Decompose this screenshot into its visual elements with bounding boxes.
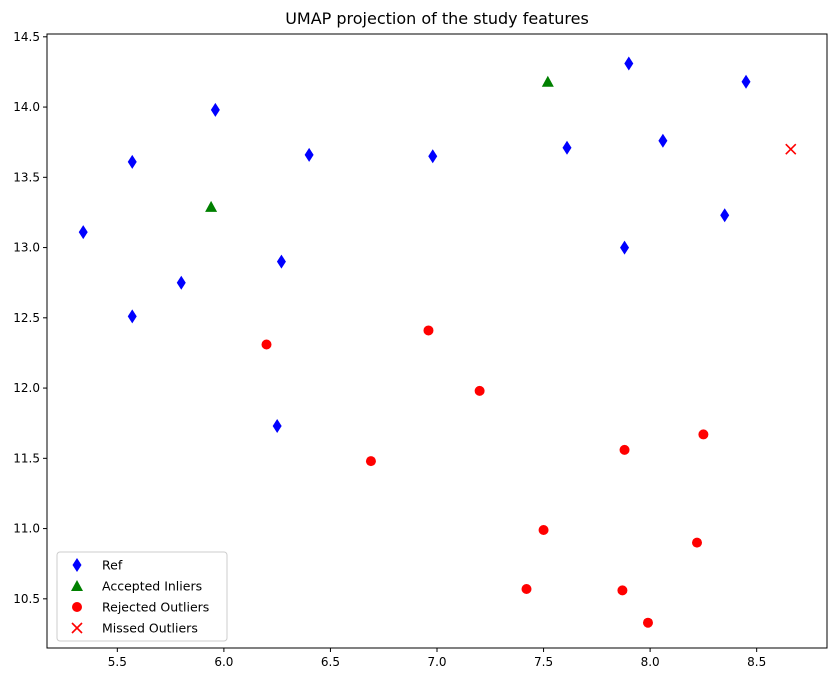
data-point [617,585,628,596]
data-point [261,339,272,350]
x-tick-label: 8.0 [641,655,660,669]
data-point [692,537,702,548]
data-point [127,154,137,169]
data-point [620,240,630,255]
data-point [428,149,438,164]
data-point [521,583,532,594]
x-tick-label: 7.0 [427,655,446,669]
data-point [658,133,668,148]
legend-label: Missed Outliers [102,621,198,636]
data-point [210,102,220,117]
legend-label: Accepted Inliers [102,579,202,594]
data-point [720,208,730,223]
data-point [127,309,137,324]
data-point [205,200,218,212]
data-point [304,147,314,162]
y-tick-label: 13.0 [13,241,40,255]
data-point [698,429,709,440]
x-tick-label: 5.5 [108,655,127,669]
axes: 5.5 6.0 6.5 7.0 7.5 8.0 8.5 10.5 11.0 11.5 12.0 12.… [13,30,828,669]
data-point [619,444,630,455]
data-point [541,75,554,87]
data-point [785,143,797,155]
data-point [562,140,572,155]
y-tick-label: 14.0 [13,100,40,114]
legend-marker [72,602,82,612]
series-ref [78,56,751,434]
x-tick-label: 7.5 [534,655,553,669]
x-tick-label: 6.0 [214,655,233,669]
legend-entry: Missed Outliers [71,621,198,636]
series-rejected-outliers [261,325,709,628]
series-accepted-inliers [205,75,554,212]
legend-label: Ref [102,558,123,573]
series-missed-outliers [785,143,797,155]
y-tick-label: 12.5 [13,311,40,325]
legend-marker [71,580,83,591]
data-point [78,225,88,240]
y-tick-label: 10.5 [13,592,40,606]
legend-entry: Ref [72,558,123,573]
data-point [365,456,376,467]
y-tick-label: 11.5 [13,451,40,465]
legend-box [56,551,228,642]
legend-marker [72,558,82,572]
data-point [642,617,653,628]
legend-entry: Accepted Inliers [71,579,202,594]
data-point [538,524,549,535]
y-tick-label: 14.5 [13,30,40,44]
legend-marker [71,622,83,634]
legend-label: Rejected Outliers [102,600,209,615]
x-tick-label: 8.5 [747,655,766,669]
data-point [272,419,282,434]
legend: Ref Accepted Inliers Rejected Outliers Miss… [56,551,228,642]
chart-title: UMAP projection of the study features [285,9,589,28]
y-tick-label: 11.0 [13,522,40,536]
data-point [176,275,186,290]
data-point [624,56,634,71]
y-tick-label: 13.5 [13,170,40,184]
data-point [741,74,751,89]
x-tick-label: 6.5 [321,655,340,669]
plot-area [78,56,797,628]
y-tick-label: 12.0 [13,381,40,395]
data-point [276,254,286,269]
legend-entry: Rejected Outliers [72,600,209,615]
data-point [423,325,434,336]
data-point [474,385,485,396]
